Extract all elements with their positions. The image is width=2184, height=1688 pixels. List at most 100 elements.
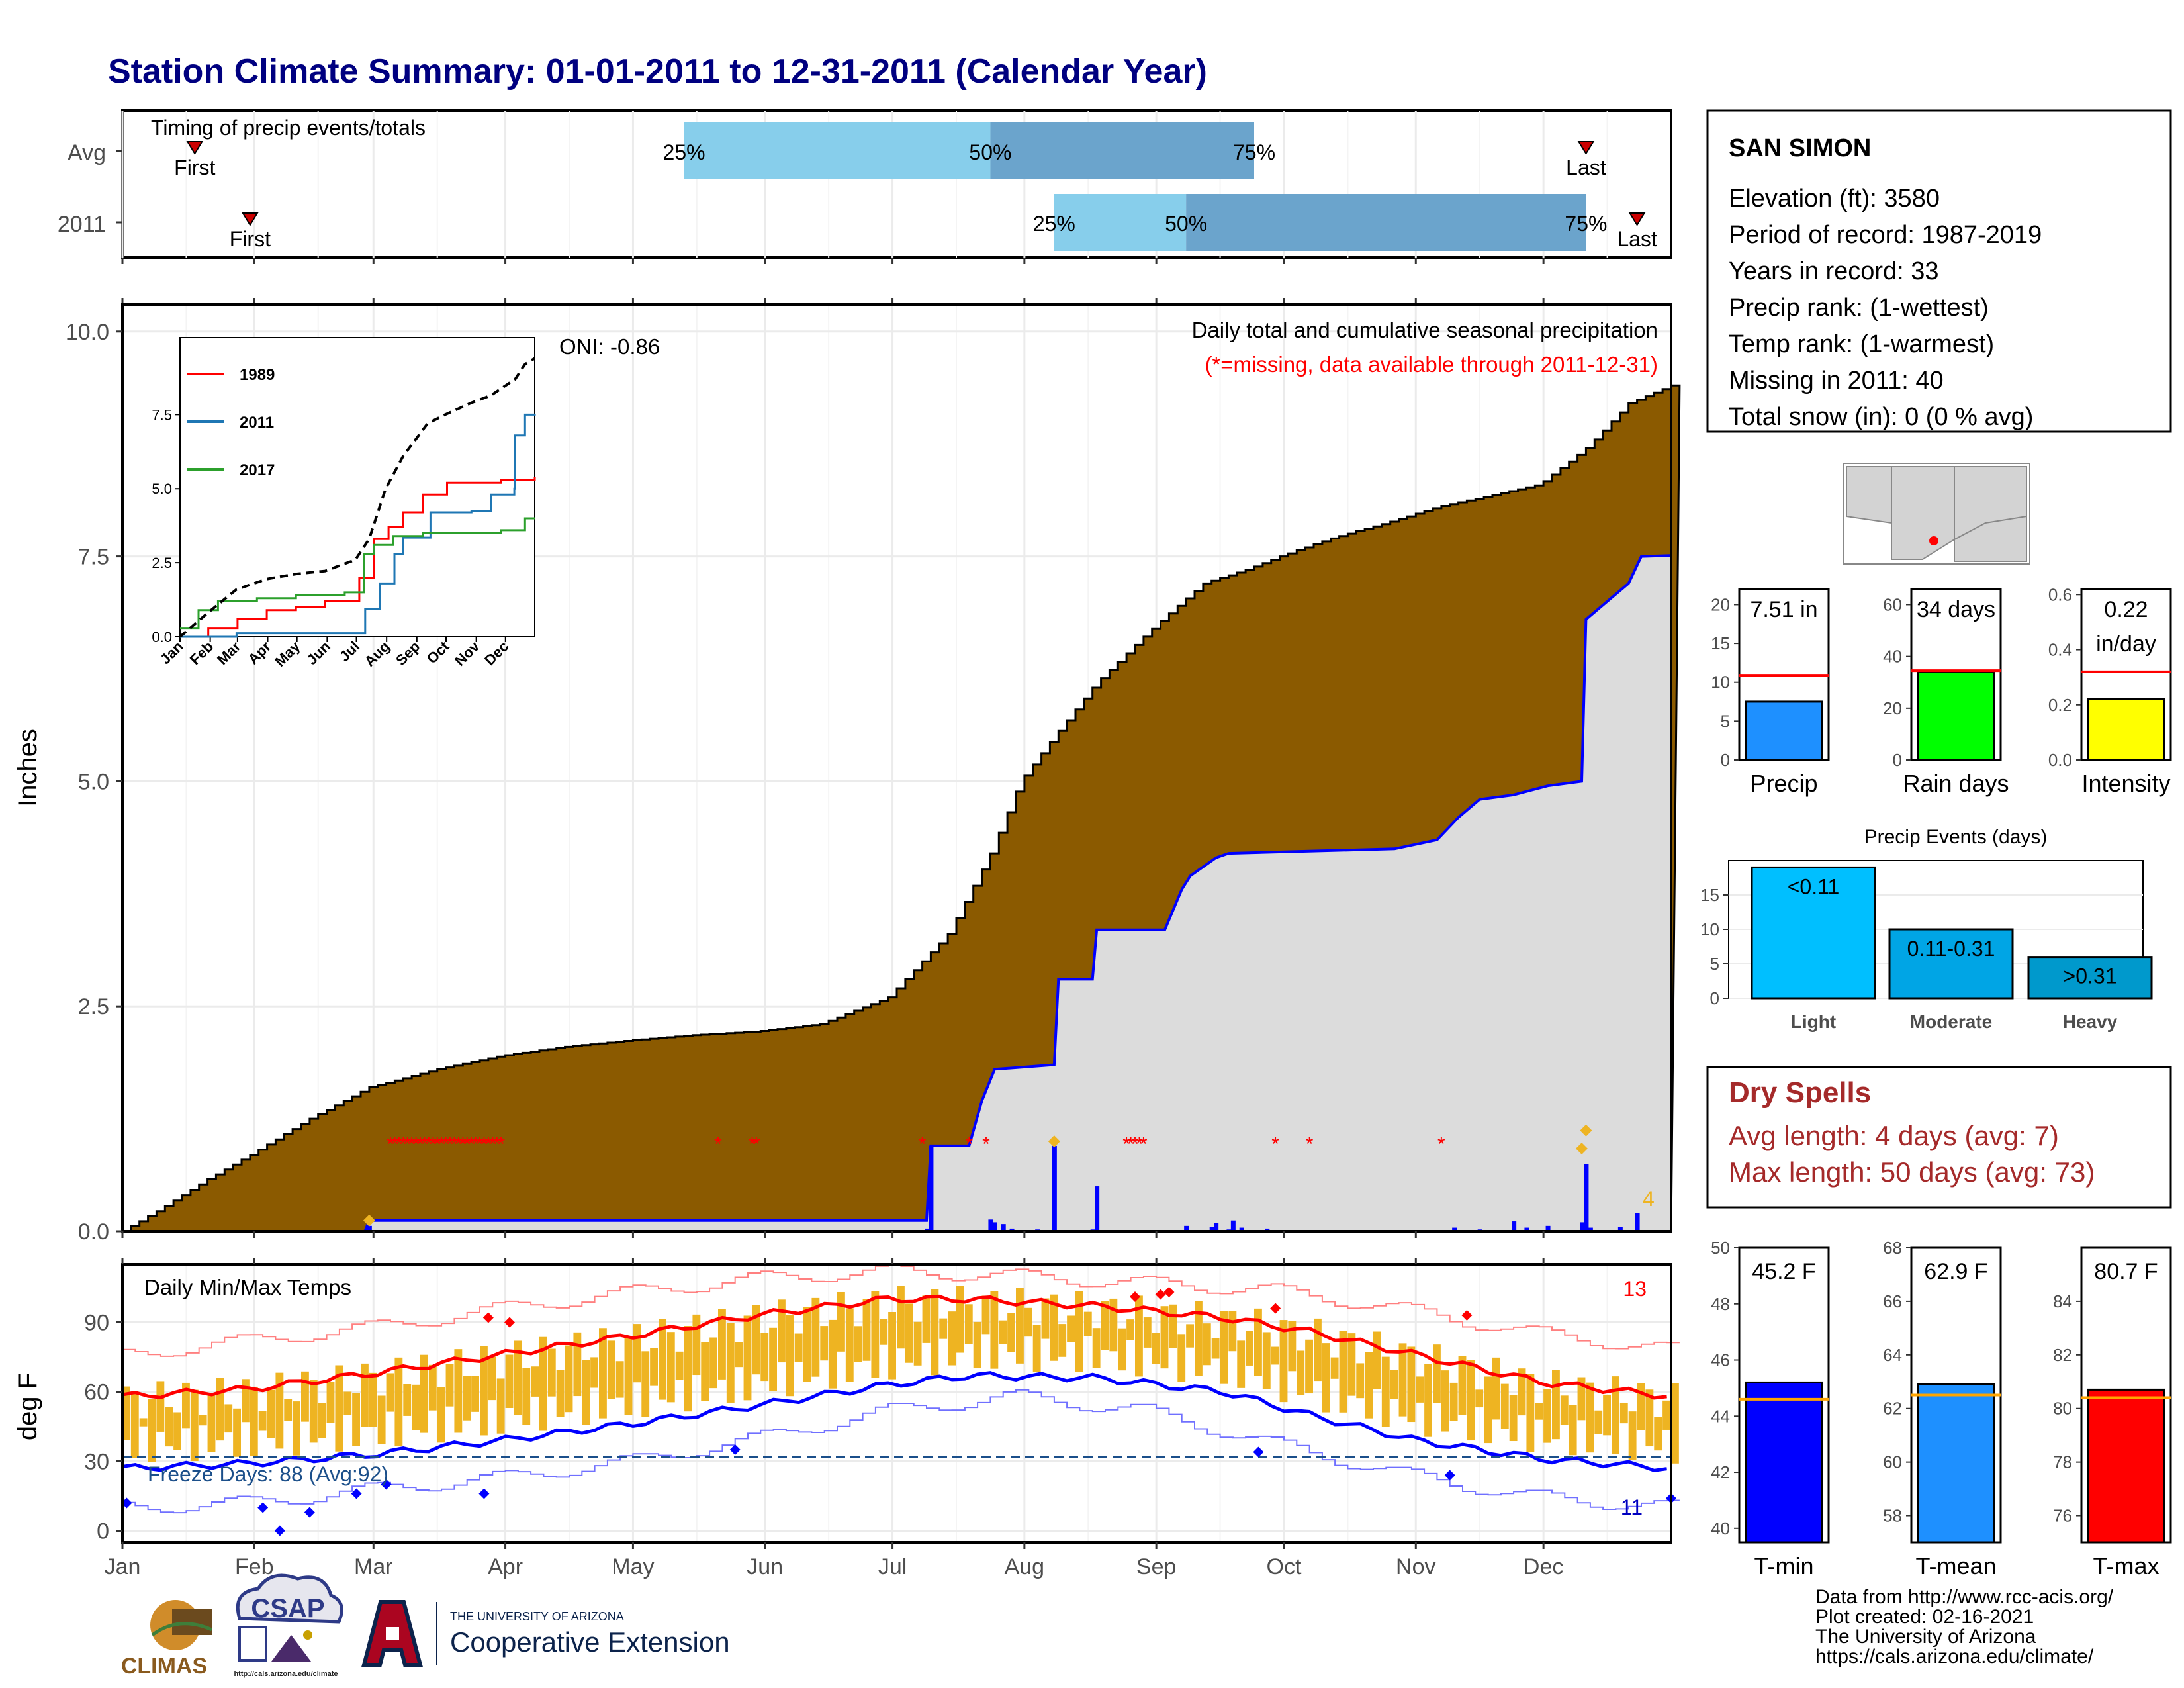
daily-temp-bar bbox=[1577, 1377, 1586, 1421]
large-event-marker bbox=[363, 1214, 375, 1227]
daily-temp-bar bbox=[403, 1384, 412, 1416]
daily-temp-bar bbox=[1143, 1317, 1152, 1348]
daily-temp-bar bbox=[1177, 1334, 1186, 1382]
event-bar-label: >0.31 bbox=[2064, 964, 2117, 988]
daily-temp-bar bbox=[1492, 1357, 1500, 1420]
daily-temp-bar bbox=[1365, 1352, 1373, 1419]
daily-temp-bar bbox=[293, 1401, 300, 1456]
daily-temp-bar bbox=[1262, 1332, 1271, 1389]
daily-temp-bar bbox=[675, 1351, 684, 1380]
daily-temp-bar bbox=[760, 1333, 769, 1382]
temperature-panels: 40 42 44 46 48 50 45.2 F T-min 58 60 62 64 66 68 62.9 … bbox=[1711, 1238, 2172, 1579]
daily-temp-bar bbox=[1330, 1357, 1339, 1379]
daily-temp-bar bbox=[343, 1391, 352, 1415]
daily-temp-bar bbox=[607, 1340, 615, 1399]
station-marker bbox=[1929, 536, 1938, 545]
daily-temp-bar bbox=[1467, 1360, 1475, 1441]
panel-ytick-label: 0.4 bbox=[2048, 640, 2072, 660]
daily-temp-bar bbox=[582, 1360, 590, 1425]
station-info-line: Total snow (in): 0 (0 % avg) bbox=[1729, 403, 2033, 431]
timing-first-label: First bbox=[230, 227, 271, 251]
daily-temp-bar bbox=[1246, 1330, 1253, 1366]
precip-ylabel: Inches bbox=[13, 729, 42, 807]
daily-precip-bar bbox=[925, 1228, 929, 1231]
timing-p50-label: 50% bbox=[969, 140, 1011, 164]
daily-precip-bar bbox=[1001, 1224, 1006, 1231]
record-high-marker bbox=[1130, 1291, 1140, 1302]
month-label: Mar bbox=[354, 1554, 393, 1579]
daily-temp-bar bbox=[897, 1286, 905, 1349]
timing-first-marker bbox=[242, 212, 259, 226]
daily-temp-bar bbox=[267, 1389, 275, 1438]
daily-temp-bar bbox=[1237, 1340, 1246, 1388]
ytick-label: 60 bbox=[84, 1380, 109, 1405]
daily-temp-bar bbox=[258, 1411, 267, 1431]
daily-precip-bar bbox=[367, 1225, 372, 1231]
daily-precip-bar bbox=[1209, 1227, 1214, 1231]
daily-temp-bar bbox=[905, 1303, 913, 1363]
record-high-count: 13 bbox=[1623, 1277, 1647, 1301]
daily-precip-bar bbox=[1265, 1228, 1270, 1231]
panel-label: Intensity bbox=[2081, 770, 2170, 797]
daily-temp-bar bbox=[1203, 1323, 1211, 1366]
inset-legend-label: 1989 bbox=[240, 366, 275, 384]
record-high-marker bbox=[1163, 1287, 1175, 1297]
missing-day-marker: * bbox=[429, 1133, 437, 1155]
missing-day-marker: * bbox=[451, 1133, 459, 1155]
daily-temp-bar bbox=[1050, 1294, 1058, 1361]
record-low-marker bbox=[121, 1497, 132, 1509]
footer: CLIMAS CSAP http://cals.arizona.edu/clim… bbox=[121, 1573, 2114, 1679]
precip-header: Daily total and cumulative seasonal prec… bbox=[1192, 318, 1658, 342]
record-low-count: 11 bbox=[1621, 1495, 1643, 1519]
month-label: Dec bbox=[1524, 1554, 1563, 1579]
panel-ytick-label: 20 bbox=[1711, 594, 1730, 614]
missing-day-marker: * bbox=[488, 1133, 496, 1155]
timing-p25-label: 25% bbox=[1033, 212, 1075, 236]
daily-temp-bar bbox=[769, 1327, 777, 1391]
panel-ytick-label: 46 bbox=[1711, 1350, 1730, 1370]
panel-ytick-label: 84 bbox=[2053, 1291, 2072, 1311]
record-low-marker bbox=[1444, 1470, 1455, 1481]
map-states bbox=[1846, 466, 2027, 562]
daily-temp-bar bbox=[1083, 1311, 1092, 1336]
panel-ytick-label: 66 bbox=[1883, 1291, 1902, 1311]
panel-ytick-label: 0.0 bbox=[2048, 750, 2072, 770]
daily-temp-bar bbox=[496, 1378, 505, 1434]
panel-ytick-label: 58 bbox=[1883, 1506, 1902, 1526]
daily-temp-bar bbox=[1398, 1343, 1407, 1417]
panel-value-bar bbox=[2087, 1388, 2165, 1544]
daily-temp-bar bbox=[1211, 1338, 1220, 1359]
timing-last-marker bbox=[1628, 212, 1646, 226]
daily-temp-bar bbox=[1032, 1325, 1041, 1372]
panel-value-text: in/day bbox=[2096, 632, 2156, 657]
daily-temp-bar bbox=[250, 1386, 258, 1456]
avg-max-line bbox=[122, 1294, 1667, 1400]
daily-temp-bar bbox=[1041, 1298, 1050, 1339]
daily-temp-bar bbox=[1569, 1405, 1577, 1456]
missing-day-marker: * bbox=[1136, 1133, 1144, 1155]
daily-temp-bar bbox=[1543, 1389, 1551, 1443]
missing-day-marker: * bbox=[476, 1133, 484, 1155]
daily-temp-bar bbox=[445, 1364, 454, 1407]
missing-day-marker: * bbox=[399, 1133, 407, 1155]
daily-temp-bar bbox=[1458, 1356, 1467, 1415]
panel-ytick-label: 10 bbox=[1711, 673, 1730, 692]
month-label: Jan bbox=[105, 1554, 141, 1579]
daily-temp-bar bbox=[377, 1395, 386, 1444]
missing-day-marker: * bbox=[749, 1133, 756, 1155]
daily-temp-bar bbox=[692, 1314, 701, 1376]
daily-temp-bar bbox=[726, 1323, 735, 1403]
timing-p75-label: 75% bbox=[1565, 212, 1607, 236]
missing-day-marker: * bbox=[391, 1133, 399, 1155]
daily-precip-bar bbox=[1052, 1145, 1057, 1231]
daily-temp-bar bbox=[1220, 1311, 1228, 1384]
ua-small-text: THE UNIVERSITY OF ARIZONA bbox=[450, 1610, 624, 1623]
inset-ytick-label: 5.0 bbox=[152, 481, 172, 497]
inset-legend-label: 2017 bbox=[240, 461, 275, 479]
daily-temp-bar bbox=[1186, 1324, 1194, 1348]
daily-precip-bar bbox=[1588, 1227, 1593, 1231]
panel-value-bar bbox=[1745, 1381, 1823, 1544]
panel-value-bar bbox=[1917, 1383, 1995, 1544]
panel-ytick-label: 64 bbox=[1883, 1345, 1902, 1365]
